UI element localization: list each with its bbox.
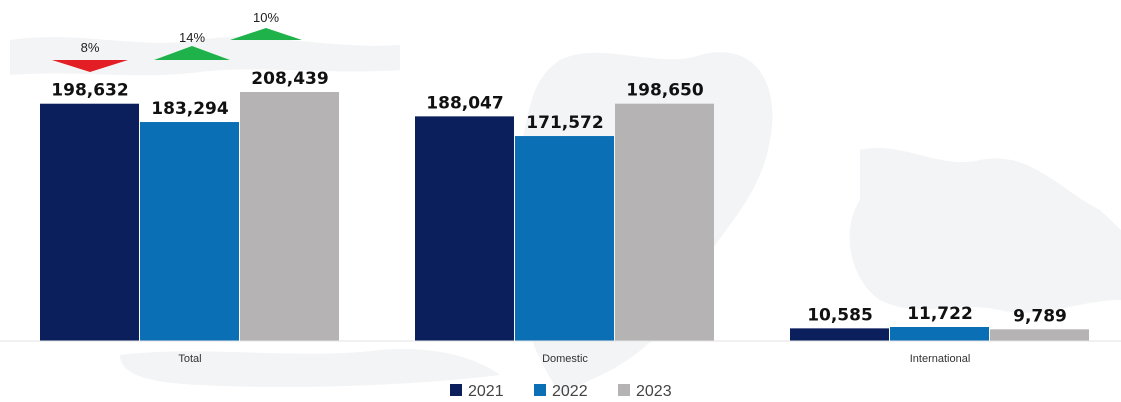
category-label-domestic: Domestic: [542, 353, 588, 365]
legend-label-2023: 2023: [636, 383, 672, 400]
value-label-international-2023: 9,789: [1013, 306, 1067, 326]
value-label-domestic-2022: 171,572: [526, 113, 603, 133]
value-label-domestic-2023: 198,650: [626, 81, 704, 101]
change-annotations: 8% 14% 10%: [52, 10, 302, 72]
legend-label-2022: 2022: [552, 383, 588, 400]
category-label-total: Total: [178, 353, 201, 365]
bar-international-2023: [990, 329, 1089, 341]
category-labels: Total Domestic International: [178, 353, 970, 365]
value-labels: 198,632 183,294 208,439 188,047 171,572 198,6…: [51, 69, 1067, 326]
change-label-2: 14%: [179, 30, 205, 45]
bar-total-2022: [140, 122, 239, 341]
bar-total-2021: [40, 103, 139, 341]
legend-swatch-2023: [618, 384, 630, 396]
category-label-international: International: [910, 353, 971, 365]
change-arrow-up-2: [154, 46, 230, 60]
bar-domestic-2023: [615, 103, 714, 341]
value-label-international-2022: 11,722: [907, 304, 973, 324]
legend-label-2021: 2021: [468, 383, 504, 400]
value-label-total-2022: 183,294: [151, 99, 229, 119]
bar-total-2023: [240, 92, 339, 341]
change-label-3: 10%: [253, 10, 279, 25]
value-label-total-2023: 208,439: [251, 69, 328, 89]
change-label-1: 8%: [81, 40, 100, 55]
value-label-domestic-2021: 188,047: [426, 93, 503, 113]
bars: [40, 92, 1089, 341]
change-arrow-down-1: [52, 60, 128, 72]
value-label-total-2021: 198,632: [51, 81, 128, 101]
legend-swatch-2021: [450, 384, 462, 396]
legend-swatch-2022: [534, 384, 546, 396]
bar-domestic-2021: [415, 116, 514, 341]
bar-domestic-2022: [515, 136, 614, 341]
bar-international-2022: [890, 326, 989, 341]
bar-international-2021: [790, 328, 889, 341]
change-arrow-up-3: [230, 28, 302, 40]
value-label-international-2021: 10,585: [807, 305, 873, 325]
legend: 2021 2022 2023: [450, 383, 672, 400]
